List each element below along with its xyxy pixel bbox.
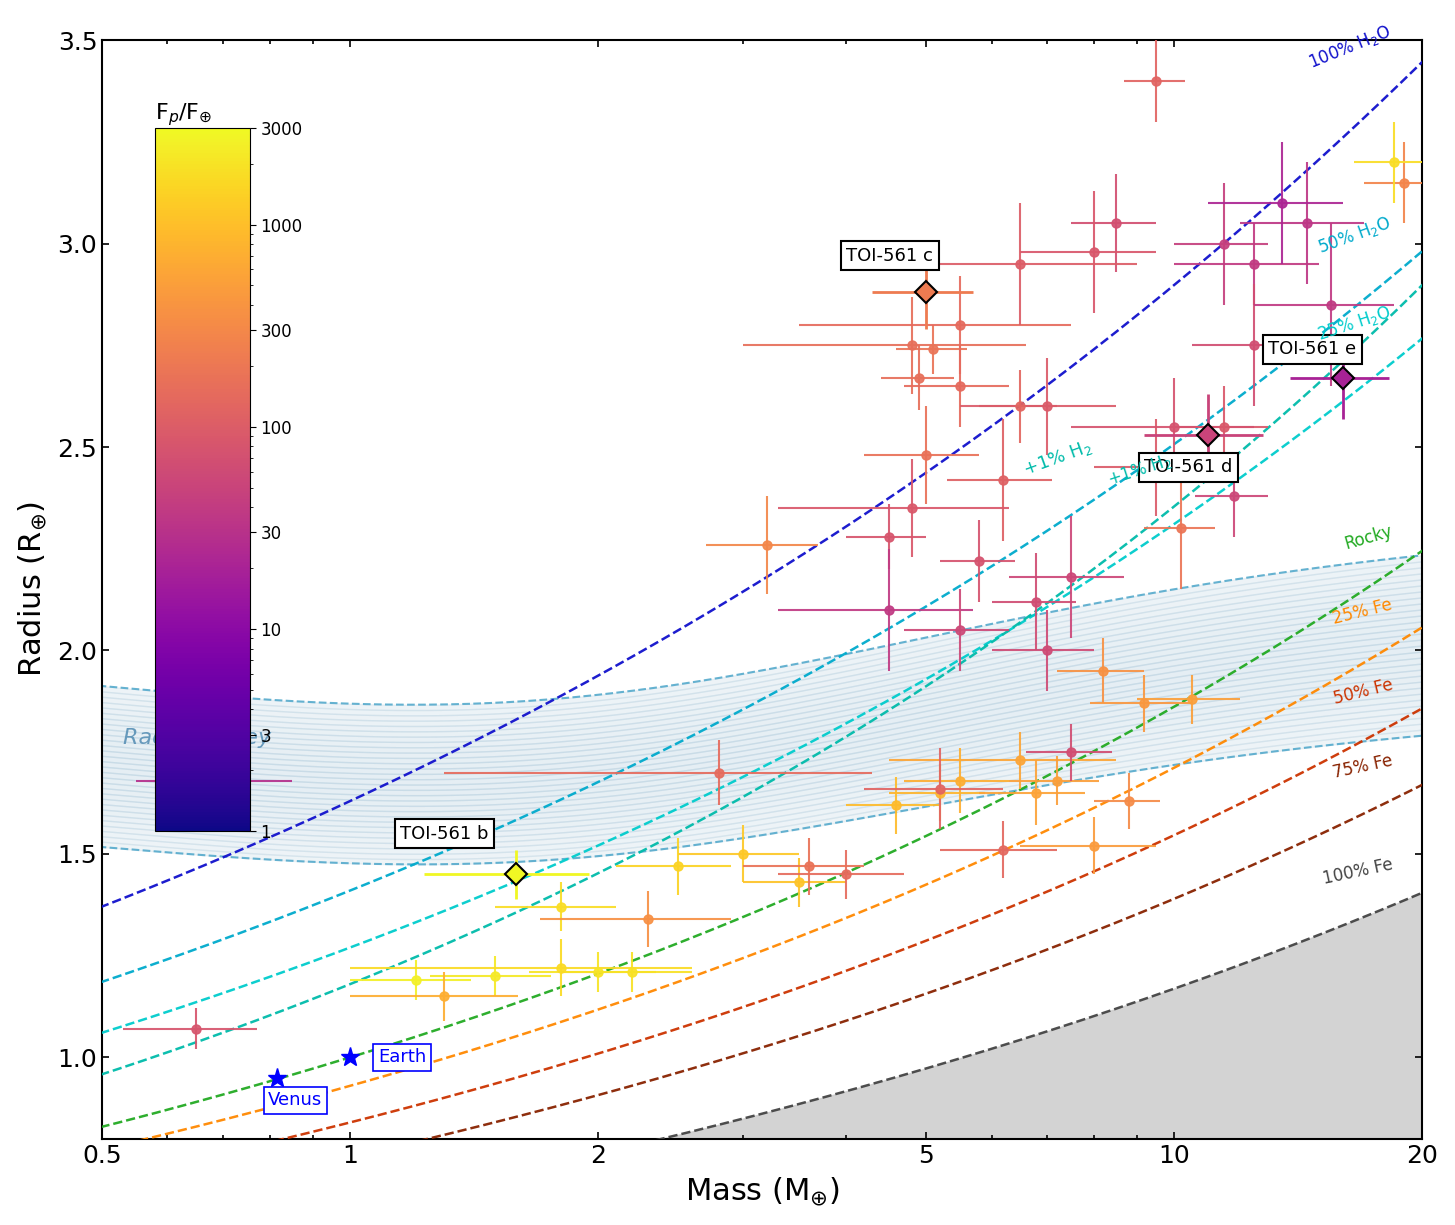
Text: 50% Fe: 50% Fe [1331, 675, 1394, 707]
Text: +1% H$_2$: +1% H$_2$ [1020, 436, 1094, 480]
Text: 75% Fe: 75% Fe [1331, 752, 1394, 783]
Text: TOI-561 d: TOI-561 d [1145, 458, 1232, 477]
Y-axis label: Radius (R$_{\oplus}$): Radius (R$_{\oplus}$) [16, 501, 49, 677]
Text: 100% H$_2$O: 100% H$_2$O [1305, 21, 1394, 72]
Text: Rocky: Rocky [1343, 523, 1394, 554]
Text: Venus: Venus [268, 1091, 323, 1110]
Text: 50% H$_2$O: 50% H$_2$O [1315, 213, 1394, 258]
Text: 25% Fe: 25% Fe [1331, 595, 1394, 628]
Text: 25% H$_2$O: 25% H$_2$O [1315, 301, 1394, 344]
Text: TOI-561 c: TOI-561 c [847, 247, 933, 265]
Text: Radius valley: Radius valley [124, 728, 271, 748]
Text: TOI-561 b: TOI-561 b [400, 824, 489, 843]
Text: +1% H$_2$: +1% H$_2$ [1104, 451, 1174, 490]
Text: Earth: Earth [378, 1049, 426, 1066]
Text: TOI-561 e: TOI-561 e [1269, 341, 1356, 359]
X-axis label: Mass (M$_{\oplus}$): Mass (M$_{\oplus}$) [685, 1176, 840, 1208]
Text: 100% Fe: 100% Fe [1321, 856, 1394, 888]
